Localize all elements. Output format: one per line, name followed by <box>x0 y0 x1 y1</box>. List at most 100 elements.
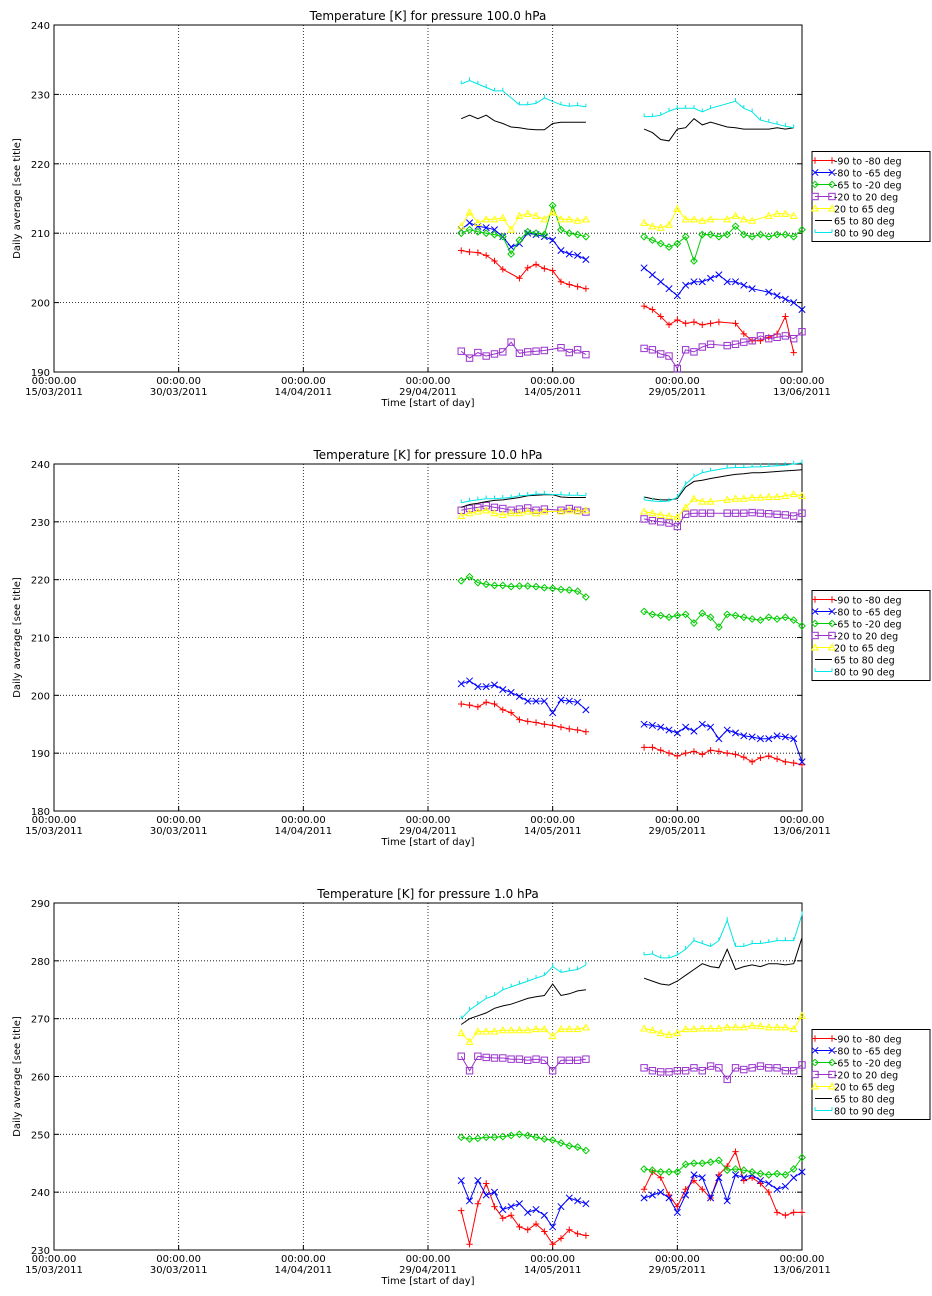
data-point <box>656 611 665 620</box>
series-line <box>643 267 803 310</box>
data-point <box>565 586 574 594</box>
data-point <box>557 344 565 352</box>
legend-label: 65 to 80 deg <box>834 217 895 228</box>
data-point <box>781 1023 790 1031</box>
data-point <box>540 230 549 239</box>
y-tick-label: 220 <box>31 160 50 171</box>
data-point <box>740 1177 748 1184</box>
data-point <box>790 1174 798 1182</box>
data-point <box>648 271 656 279</box>
data-point <box>781 613 790 622</box>
data-point <box>781 230 790 239</box>
data-point <box>523 1131 532 1140</box>
data-point <box>690 748 698 755</box>
legend-label: -90 to -80 deg <box>834 157 902 168</box>
data-point <box>457 680 465 688</box>
data-point <box>515 349 524 357</box>
data-point <box>698 343 706 351</box>
legend-marker <box>810 1082 820 1090</box>
data-point <box>748 1021 757 1029</box>
data-point <box>532 1205 540 1214</box>
data-point <box>648 508 657 517</box>
data-point <box>557 1139 565 1147</box>
data-point <box>740 754 748 761</box>
data-point <box>723 509 731 517</box>
y-tick-label: 190 <box>31 368 50 379</box>
legend-label: 20 to 65 deg <box>834 205 895 216</box>
x-axis-label: Time [start of day] <box>380 398 474 409</box>
legend-item: -80 to -65 deg <box>811 169 902 180</box>
data-point <box>499 1054 507 1062</box>
x-tick-label: 00:00.00 <box>281 376 326 387</box>
data-point <box>723 1166 732 1175</box>
data-point <box>482 1133 491 1142</box>
data-point <box>532 1220 540 1228</box>
legend-item: 65 to 80 deg <box>815 1095 895 1106</box>
data-point <box>723 341 731 350</box>
data-point <box>573 1056 582 1065</box>
data-point <box>516 716 523 723</box>
data-point <box>723 726 731 734</box>
data-point <box>573 587 582 596</box>
series <box>457 1052 806 1084</box>
data-point <box>465 572 474 581</box>
data-point <box>699 321 706 329</box>
data-point <box>565 1194 573 1202</box>
data-point <box>656 239 665 248</box>
data-point <box>673 611 682 620</box>
legend-marker <box>811 1058 819 1067</box>
data-point <box>789 232 798 241</box>
data-point <box>491 257 498 265</box>
data-point <box>657 313 664 320</box>
data-point <box>482 352 490 360</box>
data-point <box>507 338 515 346</box>
legend-marker <box>811 619 819 628</box>
data-point <box>706 1024 715 1032</box>
data-point <box>482 506 491 514</box>
legend-marker <box>828 1070 836 1079</box>
data-point <box>790 1209 797 1216</box>
series <box>457 1130 806 1179</box>
data-point <box>748 508 756 517</box>
data-point <box>789 1165 798 1173</box>
data-point <box>532 229 540 238</box>
data-point <box>565 697 573 705</box>
data-point <box>582 593 590 601</box>
x-tick-label: 29/05/2011 <box>649 387 707 398</box>
legend-item: 20 to 65 deg <box>810 643 895 655</box>
y-tick-label: 210 <box>31 634 50 645</box>
data-point <box>714 232 723 241</box>
data-point <box>473 1027 482 1035</box>
legend-label: -80 to -65 deg <box>834 1047 902 1058</box>
x-tick-label: 00:00.00 <box>156 376 201 387</box>
data-point <box>798 305 806 314</box>
data-point <box>540 1211 548 1219</box>
data-point <box>798 225 806 234</box>
legend-marker <box>827 1082 837 1090</box>
data-point <box>707 274 715 282</box>
data-point <box>574 1230 581 1238</box>
x-tick-label: 00:00.00 <box>780 1254 825 1265</box>
data-point <box>698 278 706 286</box>
data-point <box>573 230 582 239</box>
data-point <box>798 758 806 766</box>
data-point <box>640 1064 648 1072</box>
data-point <box>515 1026 524 1034</box>
data-point <box>566 725 573 733</box>
x-axis-label: Time [start of day] <box>380 837 474 848</box>
data-point <box>524 1208 532 1216</box>
data-point <box>507 508 516 517</box>
legend-label: -90 to -80 deg <box>834 1035 902 1046</box>
series <box>460 937 803 1025</box>
data-point <box>781 1170 790 1179</box>
data-point <box>648 1026 657 1034</box>
data-point <box>482 1191 490 1199</box>
data-point <box>507 250 516 258</box>
data-point <box>756 493 765 501</box>
data-point <box>490 1188 499 1196</box>
data-point <box>739 1166 748 1175</box>
series-line <box>644 1157 803 1176</box>
legend-marker <box>811 1070 819 1079</box>
data-point <box>781 295 789 303</box>
data-point <box>640 507 649 515</box>
